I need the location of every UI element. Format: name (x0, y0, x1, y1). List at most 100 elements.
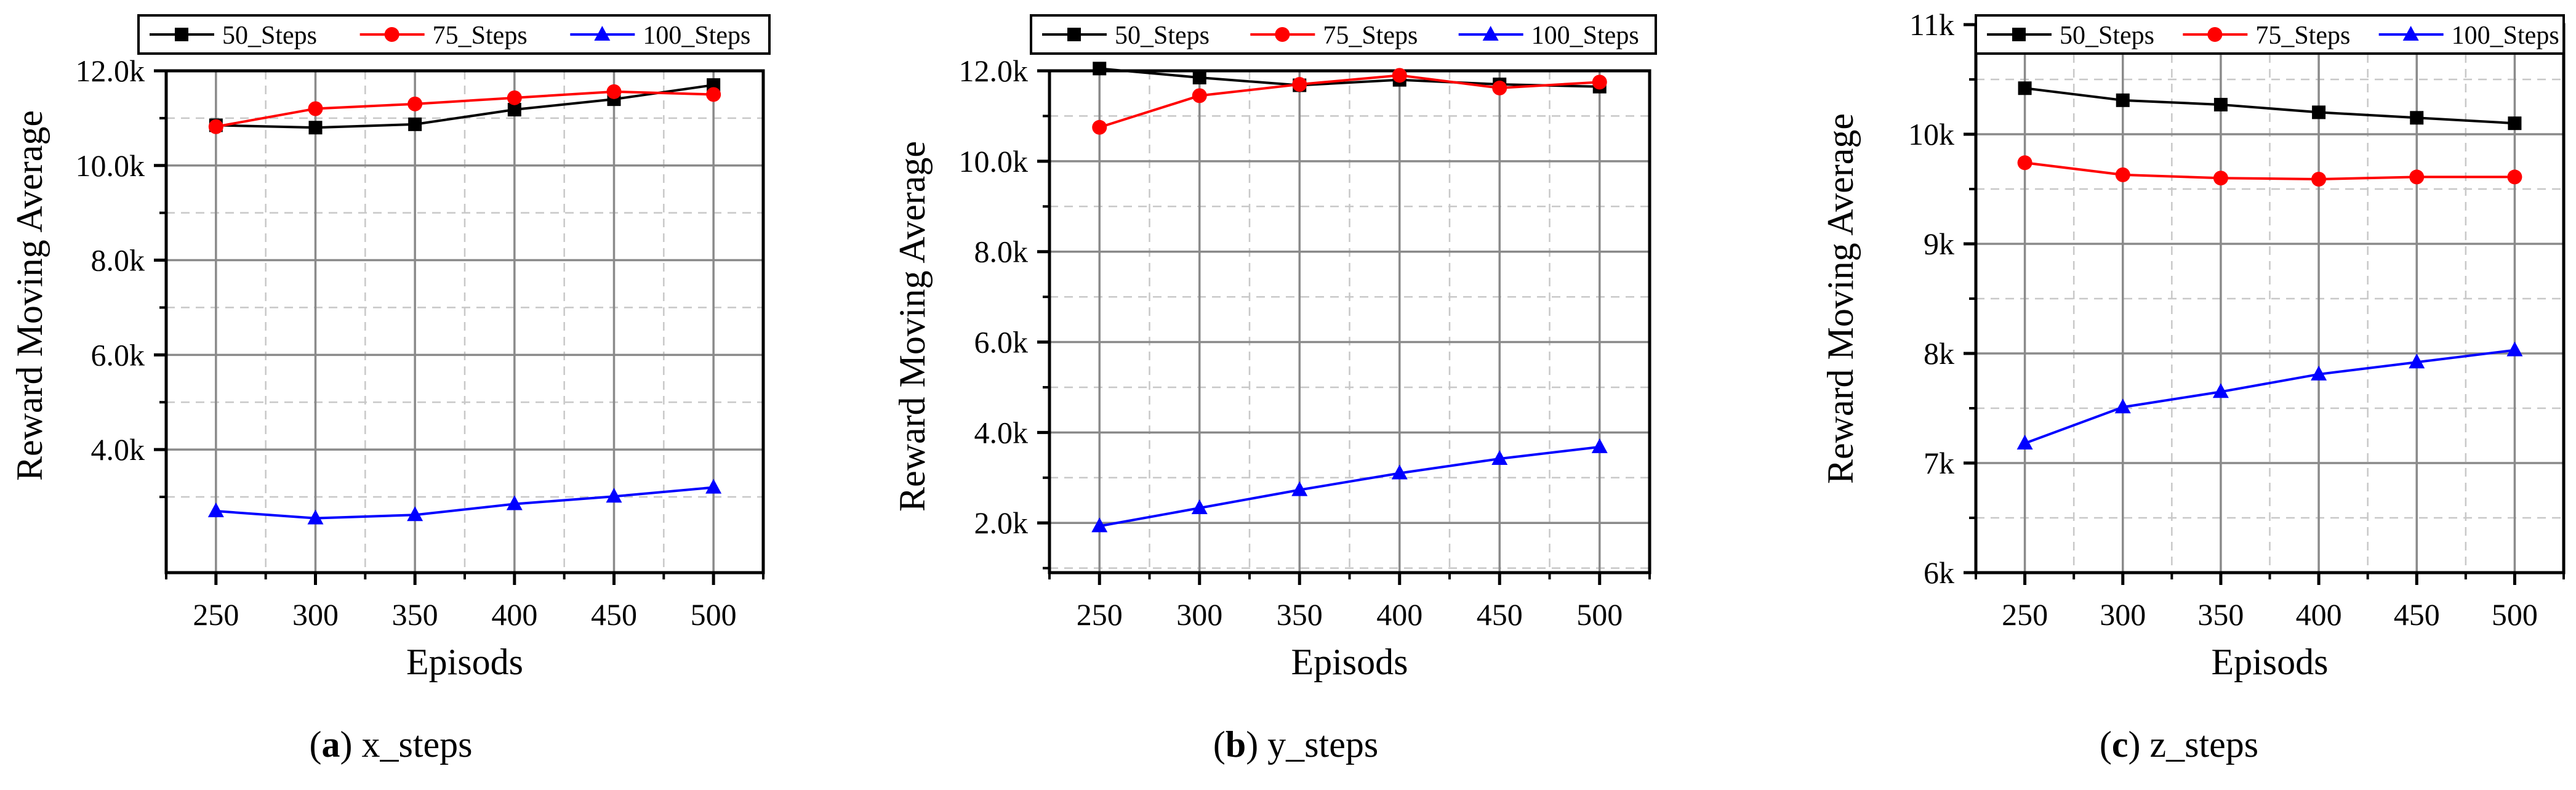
data-point (2115, 167, 2130, 182)
x-axis-label: Episods (406, 642, 523, 682)
data-point (2114, 398, 2131, 414)
data-point (606, 84, 622, 99)
data-point (1392, 68, 1407, 83)
x-tick-label: 450 (591, 597, 637, 632)
legend-box (137, 14, 771, 55)
data-point (1092, 119, 1107, 135)
x-tick-label: 350 (392, 597, 438, 632)
legend: 50_Steps 75_Steps 100_Steps (1030, 14, 1657, 55)
data-point (1091, 517, 1108, 533)
series-group (1091, 62, 1608, 533)
data-point (2213, 97, 2228, 111)
y-tick-label: 10.0k (959, 144, 1029, 179)
x-tick-label: 250 (2002, 597, 2048, 632)
data-point (2212, 383, 2229, 398)
legend-box (1975, 14, 2565, 55)
legend-box (1030, 14, 1657, 55)
caption-b-letter: b (1225, 724, 1246, 765)
legend-marker (594, 26, 611, 41)
x-axis-label: Episods (1291, 642, 1408, 682)
y-axis-label: Reward Moving Average (1820, 113, 1861, 484)
data-point (706, 87, 721, 102)
y-tick-label: 6k (1924, 555, 1954, 590)
legend-label: 100_Steps (1531, 22, 1639, 50)
y-tick-label: 2.0k (974, 506, 1029, 540)
data-point (2312, 105, 2326, 119)
chart-panel-2: 250 300 350 400 450 500 2.0k 4.0k 6.0k 8.0k 10.0k 1… (892, 14, 1657, 682)
legend-marker (2012, 28, 2026, 41)
data-point (705, 478, 722, 494)
y-tick-label: 12.0k (76, 54, 145, 88)
legend-label: 50_Steps (1115, 22, 1210, 50)
data-point (2017, 155, 2032, 171)
series-line-75_Steps (2024, 161, 2515, 180)
legend-marker (384, 27, 399, 42)
x-tick-label: 400 (491, 597, 537, 632)
caption-a: (a) x_steps (309, 724, 473, 765)
caption-b: (b) y_steps (1213, 724, 1379, 765)
data-point (506, 495, 523, 510)
series-line-50_Steps (215, 84, 714, 129)
caption-b-text: y_steps (1267, 724, 1379, 765)
series-line-50_Steps (2024, 87, 2515, 125)
legend-label: 100_Steps (643, 22, 750, 50)
caption-a-text: x_steps (361, 724, 473, 765)
y-tick-label: 8.0k (974, 235, 1029, 269)
y-tick-label: 12.0k (959, 54, 1029, 88)
data-point (2410, 111, 2424, 125)
y-tick-label: 6.0k (91, 337, 145, 372)
series-line-75_Steps (215, 90, 714, 128)
data-point (207, 502, 224, 518)
series-line-100_Steps (215, 486, 714, 520)
data-point (2311, 171, 2327, 187)
data-point (1492, 80, 1507, 95)
series-line-50_Steps (1099, 67, 1600, 88)
legend: 50_Steps 75_Steps 100_Steps (137, 14, 771, 55)
data-point (208, 119, 223, 134)
data-point (2409, 169, 2425, 185)
x-tick-label: 300 (292, 597, 339, 632)
data-point (1491, 449, 1508, 465)
chart-panel-3: 250 300 350 400 450 500 6k 7k 8k 9k 10k 11k Episods R… (1820, 7, 2566, 682)
data-point (2311, 365, 2327, 381)
legend-marker (2402, 26, 2419, 41)
series-line-100_Steps (2024, 349, 2515, 445)
data-point (2409, 353, 2425, 369)
series-line-100_Steps (1099, 445, 1600, 528)
data-point (507, 90, 522, 105)
legend-marker (1067, 28, 1081, 41)
legend-label: 75_Steps (2255, 22, 2350, 50)
data-point (1591, 438, 1608, 453)
data-point (1592, 75, 1607, 90)
x-tick-label: 500 (1576, 597, 1623, 632)
y-tick-label: 10.0k (76, 148, 145, 183)
legend-marker (1275, 27, 1290, 42)
x-tick-label: 500 (2492, 597, 2538, 632)
x-tick-label: 250 (1077, 597, 1123, 632)
data-point (2506, 341, 2523, 357)
data-point (1192, 71, 1206, 85)
data-point (606, 488, 622, 503)
y-axis-label: Reward Moving Average (9, 110, 50, 481)
data-point (308, 121, 323, 135)
chart-panel-1: 250 300 350 400 450 500 4.0k 6.0k 8.0k 10.0k 12.0k… (9, 14, 771, 682)
caption-c-letter: c (2111, 724, 2129, 765)
legend-label: 50_Steps (222, 22, 317, 50)
caption-a-letter: a (321, 724, 340, 765)
caption-c-text: z_steps (2149, 724, 2259, 765)
data-point (407, 506, 423, 522)
legend-label: 75_Steps (433, 22, 528, 50)
data-point (2507, 169, 2522, 185)
y-tick-label: 9k (1924, 227, 1954, 261)
y-tick-label: 4.0k (974, 415, 1029, 449)
data-point (408, 117, 422, 131)
x-tick-label: 300 (2100, 597, 2146, 632)
x-tick-label: 300 (1176, 597, 1222, 632)
data-point (1291, 481, 1308, 496)
data-point (507, 103, 521, 117)
data-point (2018, 81, 2032, 95)
legend-marker (2207, 27, 2223, 42)
y-tick-label: 7k (1924, 446, 1954, 480)
data-point (1192, 88, 1207, 103)
